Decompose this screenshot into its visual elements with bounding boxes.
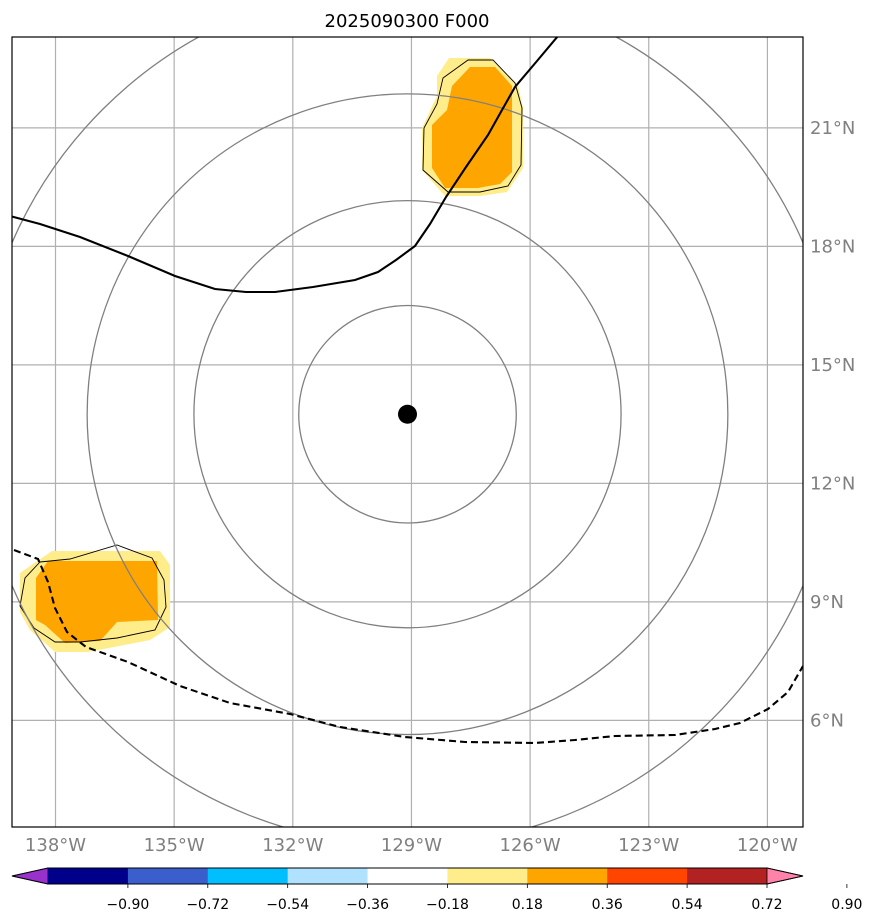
colorbar-tick-label: −0.18 <box>426 897 469 913</box>
longitude-tick-label: 138°W <box>25 835 86 856</box>
latitude-tick-label: 15°N <box>810 355 855 376</box>
range-rings <box>12 37 803 827</box>
colorbar-tick-label: −0.90 <box>106 897 149 913</box>
range-ring <box>12 37 803 827</box>
longitude-tick-label: 132°W <box>262 835 323 856</box>
colorbar: −0.90 −0.72 −0.54 −0.36 −0.18 0.18 0.36 0.54 0.7… <box>11 867 862 913</box>
colorbar-tick-label: 0.90 <box>831 897 862 913</box>
colorbar-tick-label: 0.72 <box>751 897 782 913</box>
figure-title: 2025090300 F000 <box>325 11 490 32</box>
longitude-tick-label: 126°W <box>500 835 561 856</box>
colorbar-tick-label: −0.36 <box>346 897 389 913</box>
positive-anomaly-regions <box>19 58 523 652</box>
anomaly-fill-southwest-mid <box>36 561 158 643</box>
graticule <box>12 37 803 827</box>
colorbar-outline <box>11 867 804 885</box>
map-frame <box>11 36 804 828</box>
colorbar-segment <box>607 868 688 884</box>
longitude-tick-label: 120°W <box>737 835 798 856</box>
colorbar-segment <box>48 868 129 884</box>
anomaly-contour-southwest <box>19 544 167 643</box>
colorbar-segment <box>287 868 369 884</box>
dashed-boundary-line <box>13 549 803 745</box>
latitude-tick-label: 6°N <box>810 710 844 731</box>
colorbar-tick-label: 0.18 <box>512 897 543 913</box>
latitude-tick-label: 9°N <box>810 592 844 613</box>
latitude-tick-label: 18°N <box>810 236 855 257</box>
range-ring <box>298 304 517 524</box>
colorbar-segment <box>127 868 209 884</box>
colorbar-segment <box>687 868 768 884</box>
longitude-tick-label: 129°W <box>381 835 442 856</box>
solid-boundary-line <box>12 37 559 294</box>
colorbar-tick-label: 0.54 <box>672 897 703 913</box>
colorbar-segment <box>527 868 608 884</box>
axis-tick-labels: 138°W 135°W 132°W 129°W 126°W 123°W 120°W 6°N 9°… <box>25 118 855 856</box>
center-marker <box>398 404 417 424</box>
colorbar-extend-high <box>766 867 804 885</box>
range-ring <box>86 93 729 736</box>
colorbar-segment <box>447 868 528 884</box>
colorbar-segment <box>367 868 448 884</box>
colorbar-tick-label: −0.72 <box>186 897 229 913</box>
colorbar-tick-label: −0.54 <box>266 897 309 913</box>
latitude-tick-label: 21°N <box>810 118 855 139</box>
map-panel <box>12 37 803 827</box>
colorbar-extend-low <box>11 867 49 885</box>
anomaly-contour-northeast <box>422 59 523 193</box>
colorbar-segment <box>207 868 289 884</box>
longitude-tick-label: 123°W <box>618 835 679 856</box>
colorbar-tick-label: 0.36 <box>592 897 623 913</box>
longitude-tick-label: 135°W <box>144 835 205 856</box>
latitude-tick-label: 12°N <box>810 473 855 494</box>
range-ring <box>193 200 622 629</box>
